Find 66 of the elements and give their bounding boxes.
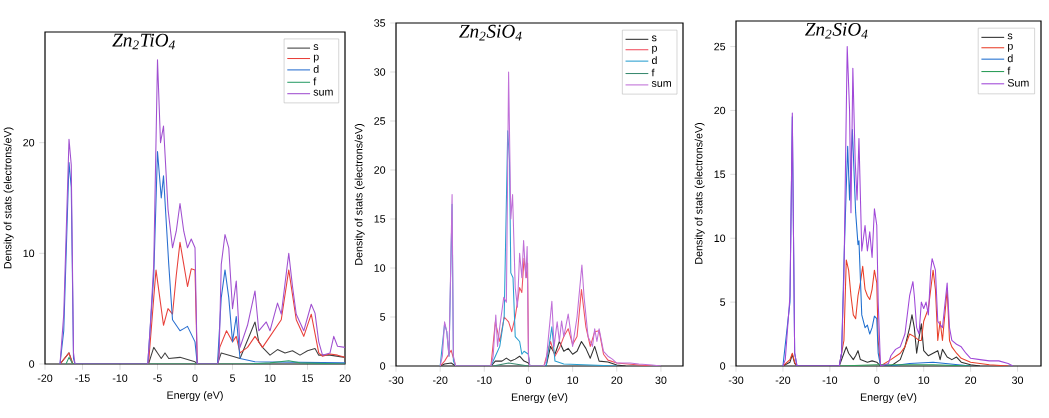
chart-title: Zn$_{2}$SiO$_{4}$ bbox=[805, 22, 868, 39]
legend-label: d bbox=[651, 56, 657, 65]
x-tick-label: 0 bbox=[874, 376, 880, 384]
legend-label: f bbox=[651, 68, 655, 77]
x-tick-label: 0 bbox=[192, 374, 198, 382]
legend-label: Sum bbox=[1007, 79, 1029, 87]
legend-label: s bbox=[1007, 33, 1013, 40]
legend-label: p bbox=[313, 54, 319, 63]
x-tick-label: -20 bbox=[432, 376, 448, 384]
x-tick-label: -20 bbox=[775, 376, 791, 384]
x-axis-title: Energy (eV) bbox=[860, 393, 917, 404]
x-tick-label: 20 bbox=[611, 376, 623, 384]
y-tick-label: 10 bbox=[23, 249, 35, 258]
x-tick-label: -5 bbox=[153, 374, 162, 382]
x-tick-label: -20 bbox=[37, 374, 53, 382]
y-tick-label: 20 bbox=[23, 138, 35, 147]
y-tick-label: 5 bbox=[380, 313, 386, 321]
y-tick-label: 25 bbox=[374, 117, 386, 125]
legend-label: f bbox=[313, 77, 317, 86]
legend-label: d bbox=[313, 65, 319, 73]
y-tick-label: 0 bbox=[380, 362, 386, 370]
y-tick-label: 10 bbox=[374, 264, 386, 272]
y-axis-title: Density of stats (electrons/eV) bbox=[694, 123, 705, 264]
x-axis-title: Energy (eV) bbox=[511, 393, 568, 404]
legend-label: sum bbox=[313, 89, 333, 96]
x-tick-label: 20 bbox=[965, 376, 977, 384]
x-tick-label: 5 bbox=[229, 374, 236, 382]
x-tick-label: -30 bbox=[728, 376, 744, 384]
line-series bbox=[782, 314, 981, 366]
x-tick-label: 10 bbox=[567, 376, 579, 384]
y-axis-title: Density of stats (electrons/eV) bbox=[3, 127, 14, 269]
legend-label: d bbox=[1007, 54, 1013, 63]
legend-label: s bbox=[651, 35, 657, 42]
y-tick-label: 30 bbox=[374, 68, 386, 76]
chart-title: Zn$_{2}$SiO$_{4}$ bbox=[459, 24, 522, 41]
y-tick-label: 20 bbox=[374, 166, 386, 174]
y-tick-label: 0 bbox=[29, 360, 35, 368]
x-tick-label: 10 bbox=[918, 376, 930, 384]
legend-label: sum bbox=[651, 81, 671, 87]
x-tick-label: 20 bbox=[339, 374, 351, 382]
x-tick-label: -15 bbox=[75, 374, 90, 382]
x-tick-label: 0 bbox=[525, 376, 532, 384]
y-tick-label: 5 bbox=[720, 298, 726, 306]
x-tick-label: -10 bbox=[477, 376, 492, 384]
legend-label: p bbox=[652, 45, 657, 54]
y-tick-label: 25 bbox=[714, 42, 726, 51]
x-tick-label: 30 bbox=[655, 376, 667, 384]
legend-label: f bbox=[1007, 66, 1011, 75]
y-tick-label: 15 bbox=[374, 215, 386, 223]
x-axis-title: Energy (eV) bbox=[167, 391, 223, 402]
legend-label: s bbox=[313, 44, 319, 51]
y-tick-label: 20 bbox=[714, 106, 726, 115]
chart-title: Zn$_{2}$TiO$_{4}$ bbox=[112, 33, 175, 50]
y-tick-label: 15 bbox=[714, 170, 726, 179]
x-tick-label: 15 bbox=[302, 374, 313, 382]
y-tick-label: 10 bbox=[714, 234, 726, 242]
x-tick-label: -10 bbox=[112, 374, 128, 382]
y-axis-title: Density of stats (electrons/eV) bbox=[354, 124, 365, 265]
x-tick-label: 10 bbox=[264, 374, 276, 382]
y-tick-label: 35 bbox=[374, 19, 386, 27]
x-tick-label: -30 bbox=[388, 376, 404, 384]
legend-label: p bbox=[1008, 43, 1013, 52]
y-tick-label: 0 bbox=[720, 362, 726, 370]
x-tick-label: 30 bbox=[1012, 376, 1024, 384]
line-series bbox=[782, 259, 1009, 366]
x-tick-label: -10 bbox=[822, 376, 838, 384]
